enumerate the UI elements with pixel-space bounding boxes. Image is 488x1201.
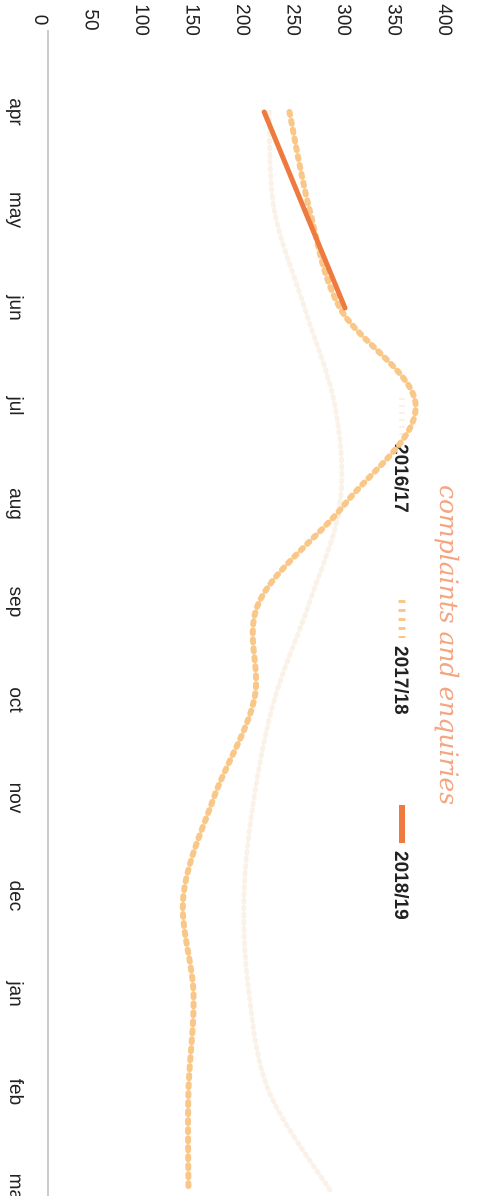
series-line-2018-19 xyxy=(261,109,348,311)
x-tick-label: feb xyxy=(5,1079,26,1105)
x-tick-label: jun xyxy=(5,294,26,320)
legend-label: 2016/17 xyxy=(390,444,411,513)
x-tick-label: apr xyxy=(5,98,26,126)
legend-label: 2017/18 xyxy=(390,646,411,715)
legend-label: 2018/19 xyxy=(390,851,411,920)
y-tick-label: 350 xyxy=(384,4,405,36)
y-tick-label: 200 xyxy=(232,4,253,36)
y-tick-label: 50 xyxy=(81,9,102,30)
y-tick-label: 400 xyxy=(434,4,455,36)
x-tick-label: mar xyxy=(5,1174,26,1196)
y-tick-label: 250 xyxy=(283,4,304,36)
y-tick-label: 0 xyxy=(30,15,51,26)
x-tick-label: jan xyxy=(5,980,26,1006)
x-axis-ticks: apr may jun jul aug sep oct nov dec jan feb mar xyxy=(5,98,26,1201)
series-group xyxy=(179,109,419,1193)
x-tick-label: dec xyxy=(5,881,26,912)
legend: 2016/17 2017/18 2018/19 xyxy=(390,398,411,920)
x-tick-label: jul xyxy=(5,395,26,415)
x-tick-label: oct xyxy=(5,687,26,713)
y-tick-label: 300 xyxy=(333,4,354,36)
y-axis-ticks: 0 50 100 150 200 250 300 350 400 xyxy=(30,4,455,36)
x-tick-label: aug xyxy=(5,488,26,520)
series-line-2016-17 xyxy=(241,109,345,1193)
y-tick-label: 100 xyxy=(131,4,152,36)
chart-title: complaints and enquiries xyxy=(434,485,463,805)
series-line-2017-18 xyxy=(179,109,419,1193)
x-tick-label: may xyxy=(5,192,26,228)
x-tick-label: sep xyxy=(5,587,26,618)
y-tick-label: 150 xyxy=(182,4,203,36)
x-tick-label: nov xyxy=(5,783,26,814)
